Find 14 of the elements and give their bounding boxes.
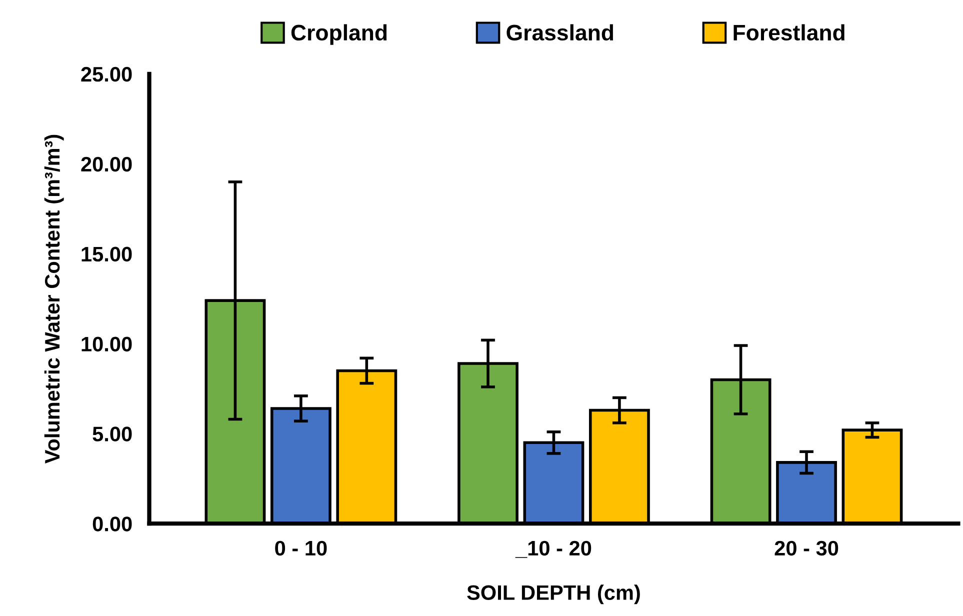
- y-tick-label: 15.00: [82, 246, 132, 262]
- legend-label: Forestland: [734, 24, 844, 41]
- y-tick-label: 5.00: [92, 426, 132, 442]
- y-tick-label: 10.00: [82, 336, 132, 352]
- y-tick-label: 0.00: [92, 516, 132, 532]
- x-axis-title: SOIL DEPTH (cm): [467, 584, 640, 604]
- y-tick-label: 25.00: [81, 66, 132, 82]
- y-axis-title: Volumetric Water Content (m³/m³): [44, 134, 64, 464]
- y-tick-label: 20.00: [81, 156, 132, 172]
- legend-label: Grassland: [506, 24, 614, 41]
- legend-label: Cropland: [291, 24, 387, 45]
- x-tick-label: _10 - 20: [515, 540, 592, 558]
- x-tick-label: 20 - 30: [774, 540, 838, 556]
- x-tick-label: 0 - 10: [275, 540, 327, 556]
